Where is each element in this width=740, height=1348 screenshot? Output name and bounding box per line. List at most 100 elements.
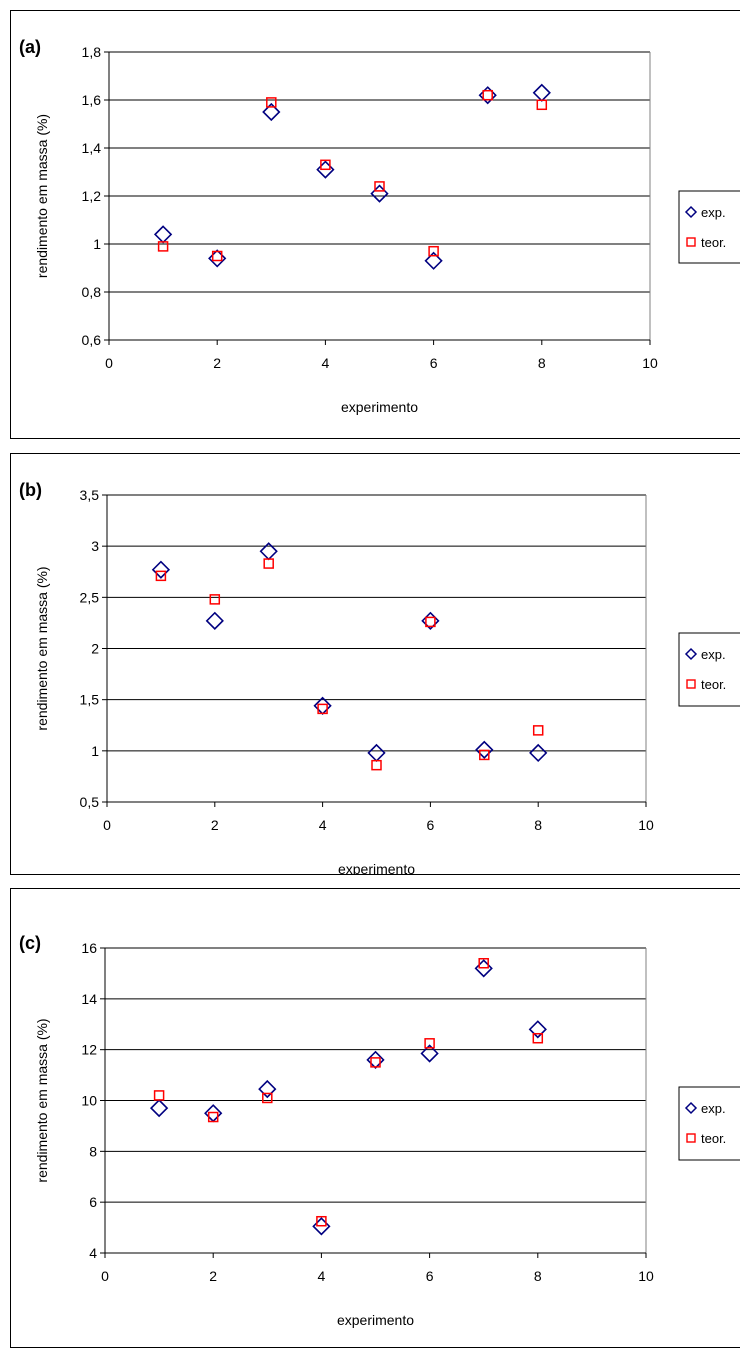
x-tick-label: 0	[103, 817, 111, 833]
data-point-exp	[262, 102, 281, 122]
legend-marker-teor	[686, 237, 696, 247]
data-point-exp	[420, 1044, 439, 1063]
data-point-exp	[151, 560, 171, 579]
y-tick-label: 1,6	[82, 92, 102, 108]
data-point-teor	[532, 1032, 544, 1044]
data-point-teor	[424, 1038, 435, 1049]
data-point-teor	[262, 1092, 273, 1104]
y-tick-label: 0,8	[82, 284, 102, 300]
data-point-teor	[266, 97, 277, 108]
y-axis-label: rendimento em massa (%)	[34, 566, 50, 730]
data-point-exp	[367, 743, 386, 763]
data-point-exp	[424, 251, 443, 270]
data-point-exp	[312, 1217, 331, 1236]
y-tick-label: 1	[93, 236, 101, 252]
y-tick-label: 8	[89, 1143, 97, 1159]
x-tick-label: 6	[430, 355, 438, 371]
x-tick-label: 0	[105, 355, 113, 371]
data-point-exp	[475, 740, 494, 759]
data-point-teor	[155, 570, 167, 582]
y-tick-label: 3,5	[80, 487, 100, 503]
data-point-teor	[428, 245, 439, 257]
data-point-teor	[536, 99, 548, 111]
data-point-teor	[316, 1215, 327, 1227]
data-point-exp	[208, 249, 227, 268]
legend-label: teor.	[701, 677, 726, 692]
data-point-exp	[149, 1098, 169, 1118]
data-point-exp	[532, 83, 551, 102]
y-tick-label: 1,4	[82, 140, 102, 156]
panel-label: (a)	[19, 37, 41, 57]
x-tick-label: 10	[638, 817, 654, 833]
data-point-exp	[421, 611, 440, 631]
x-tick-label: 4	[322, 355, 330, 371]
y-tick-label: 1,2	[82, 188, 102, 204]
y-tick-label: 0,5	[80, 794, 100, 810]
legend-box	[678, 632, 740, 707]
data-point-exp	[529, 743, 548, 763]
y-axis-label: rendimento em massa (%)	[34, 1018, 50, 1182]
data-point-teor	[157, 241, 169, 252]
legend-box	[678, 1086, 740, 1161]
data-point-teor	[482, 89, 493, 101]
data-point-exp	[370, 184, 389, 203]
chart-svg-b: (b) 0,5 1 1,5 2 2,5 3 3,5 0 2 4 6 8 10 experimento rend…	[19, 480, 740, 874]
legend-label: exp.	[701, 647, 726, 662]
data-point-teor	[425, 616, 436, 628]
y-tick-label: 1	[91, 743, 99, 759]
x-tick-label: 6	[426, 1268, 434, 1284]
chart-panel-a: (a) 0,6 0,8 1 1,2 1,4 1,6 1,8 0 2 4 6 8 10 experimento…	[10, 10, 740, 439]
legend-label: teor.	[701, 1131, 726, 1146]
legend-box	[678, 190, 740, 264]
x-tick-label: 2	[209, 1268, 217, 1284]
data-point-exp	[478, 86, 497, 105]
data-point-exp	[313, 696, 332, 715]
y-tick-label: 12	[81, 1042, 97, 1058]
x-tick-label: 10	[638, 1268, 654, 1284]
x-tick-label: 8	[534, 1268, 542, 1284]
y-tick-label: 0,6	[82, 332, 102, 348]
y-tick-label: 4	[89, 1245, 97, 1261]
chart-svg-c: (c) 4 6 8 10 12 14 16 0 2 4 6 8 10 experimento rendimen…	[19, 933, 740, 1328]
y-tick-label: 14	[81, 991, 97, 1007]
y-tick-label: 16	[81, 940, 97, 956]
chart-panel-b: (b) 0,5 1 1,5 2 2,5 3 3,5 0 2 4 6 8 10 experimento rend…	[10, 453, 740, 875]
y-tick-label: 1,8	[82, 44, 102, 60]
data-point-exp	[366, 1050, 385, 1069]
data-point-exp	[205, 611, 224, 631]
legend-marker-teor	[686, 679, 696, 689]
y-tick-label: 6	[89, 1194, 97, 1210]
data-point-exp	[474, 959, 493, 978]
data-point-exp	[316, 160, 335, 179]
x-axis-label: experimento	[338, 861, 415, 874]
y-tick-label: 3	[91, 538, 99, 554]
x-tick-label: 8	[538, 355, 546, 371]
x-tick-label: 4	[319, 817, 327, 833]
data-point-exp	[528, 1020, 547, 1039]
data-point-exp	[258, 1079, 277, 1099]
y-tick-label: 1,5	[80, 692, 100, 708]
y-axis-label: rendimento em massa (%)	[34, 114, 50, 278]
data-point-teor	[317, 703, 328, 715]
data-point-teor	[370, 1057, 381, 1068]
panel-label: (b)	[19, 480, 42, 500]
x-tick-label: 4	[318, 1268, 326, 1284]
legend-marker-exp	[684, 1101, 698, 1115]
data-point-teor	[479, 749, 490, 761]
x-tick-label: 2	[211, 817, 219, 833]
x-tick-label: 10	[642, 355, 658, 371]
x-axis-label: experimento	[337, 1312, 414, 1328]
data-point-teor	[153, 1090, 165, 1101]
chart-svg-a: (a) 0,6 0,8 1 1,2 1,4 1,6 1,8 0 2 4 6 8 10 experimento…	[19, 37, 740, 415]
legend-label: teor.	[701, 235, 726, 250]
legend-marker-exp	[684, 647, 698, 661]
legend-marker-teor	[686, 1133, 696, 1143]
legend-marker-exp	[684, 205, 698, 219]
data-point-exp	[153, 225, 173, 244]
data-point-teor	[211, 250, 223, 262]
x-axis-label: experimento	[341, 399, 418, 415]
y-tick-label: 10	[81, 1093, 97, 1109]
panel-label: (c)	[19, 933, 41, 953]
x-tick-label: 6	[427, 817, 435, 833]
y-tick-label: 2,5	[80, 589, 100, 605]
